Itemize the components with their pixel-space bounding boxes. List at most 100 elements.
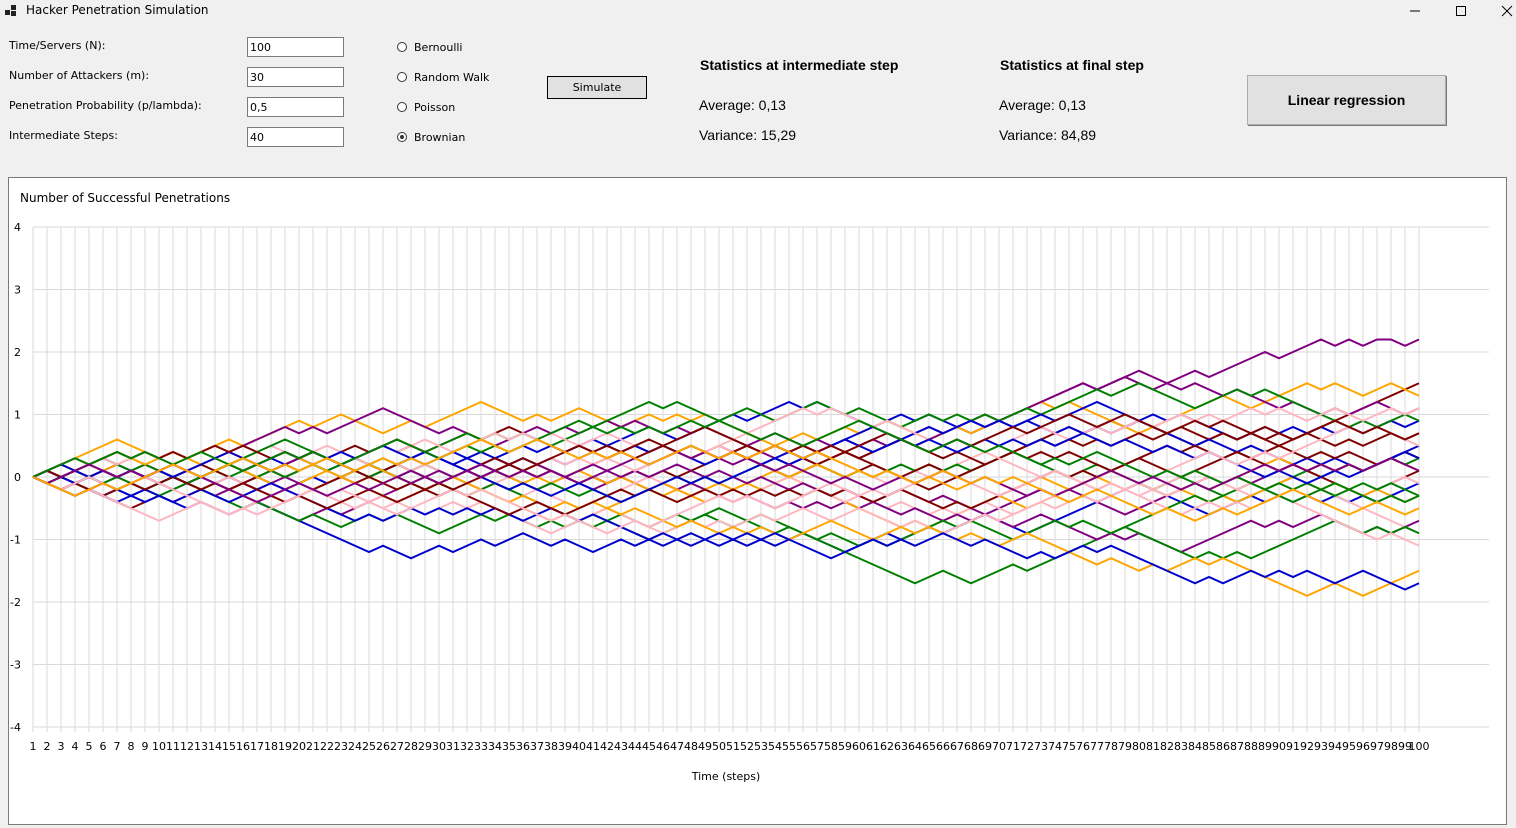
x-tick-label: 69 bbox=[978, 740, 992, 753]
x-tick-label: 39 bbox=[558, 740, 572, 753]
x-tick-label: 35 bbox=[502, 740, 516, 753]
x-tick-label: 28 bbox=[404, 740, 418, 753]
x-tick-label: 91 bbox=[1286, 740, 1300, 753]
x-tick-label: 12 bbox=[180, 740, 194, 753]
title-bar: Hacker Penetration Simulation bbox=[0, 0, 1516, 22]
x-tick-label: 66 bbox=[936, 740, 950, 753]
x-tick-label: 77 bbox=[1090, 740, 1104, 753]
series-line-4 bbox=[32, 382, 1420, 485]
x-tick-label: 50 bbox=[712, 740, 726, 753]
x-tick-label: 16 bbox=[236, 740, 250, 753]
window-title: Hacker Penetration Simulation bbox=[26, 3, 209, 17]
x-tick-label: 44 bbox=[628, 740, 642, 753]
final-variance: Variance: 84,89 bbox=[999, 127, 1097, 143]
x-tick-label: 32 bbox=[460, 740, 474, 753]
x-tick-label: 31 bbox=[446, 740, 460, 753]
x-tick-label: 21 bbox=[306, 740, 320, 753]
x-tick-label: 25 bbox=[362, 740, 376, 753]
series-line-22 bbox=[32, 450, 1420, 597]
series-line-28 bbox=[32, 419, 1420, 504]
x-tick-label: 43 bbox=[614, 740, 628, 753]
radio-checked-icon bbox=[397, 132, 407, 142]
x-tick-label: 37 bbox=[530, 740, 544, 753]
x-tick-label: 92 bbox=[1300, 740, 1314, 753]
x-tick-label: 1 bbox=[30, 740, 37, 753]
x-tick-label: 53 bbox=[754, 740, 768, 753]
x-tick-label: 67 bbox=[950, 740, 964, 753]
x-tick-label: 80 bbox=[1132, 740, 1146, 753]
radio-poisson-label: Poisson bbox=[414, 101, 456, 114]
series-line-26 bbox=[32, 425, 1420, 535]
close-button[interactable] bbox=[1484, 0, 1516, 22]
minimize-button[interactable] bbox=[1392, 0, 1438, 22]
x-tick-label: 17 bbox=[250, 740, 264, 753]
series-line-27 bbox=[32, 413, 1420, 491]
penetration-chart: Number of Successful Penetrations43210-1… bbox=[10, 191, 1489, 783]
x-tick-label: 93 bbox=[1314, 740, 1328, 753]
intermediate-stats-title: Statistics at intermediate step bbox=[700, 57, 899, 73]
x-tick-label: 14 bbox=[208, 740, 222, 753]
intermediate-steps-label: Intermediate Steps: bbox=[9, 129, 118, 142]
x-tick-label: 18 bbox=[264, 740, 278, 753]
x-tick-label: 36 bbox=[516, 740, 530, 753]
x-tick-label: 94 bbox=[1328, 740, 1342, 753]
x-tick-label: 71 bbox=[1006, 740, 1020, 753]
simulate-button[interactable]: Simulate bbox=[547, 76, 647, 99]
x-tick-label: 48 bbox=[684, 740, 698, 753]
x-tick-label: 11 bbox=[166, 740, 180, 753]
time-servers-input[interactable] bbox=[247, 37, 344, 57]
x-tick-label: 40 bbox=[572, 740, 586, 753]
x-tick-label: 83 bbox=[1174, 740, 1188, 753]
probability-label: Penetration Probability (p/lambda): bbox=[9, 99, 202, 112]
radio-random-walk-label: Random Walk bbox=[414, 71, 490, 84]
close-icon bbox=[1501, 5, 1513, 17]
x-axis-label: Time (steps) bbox=[691, 770, 761, 783]
radio-circle-icon bbox=[397, 102, 407, 112]
x-tick-label: 5 bbox=[86, 740, 93, 753]
x-tick-label: 100 bbox=[1409, 740, 1430, 753]
x-tick-label: 64 bbox=[908, 740, 922, 753]
x-tick-label: 82 bbox=[1160, 740, 1174, 753]
y-tick-label: 4 bbox=[14, 221, 21, 234]
x-tick-label: 81 bbox=[1146, 740, 1160, 753]
x-tick-label: 47 bbox=[670, 740, 684, 753]
x-tick-label: 79 bbox=[1118, 740, 1132, 753]
series-line-17 bbox=[32, 475, 1420, 585]
x-tick-label: 42 bbox=[600, 740, 614, 753]
x-tick-label: 24 bbox=[348, 740, 362, 753]
x-tick-label: 65 bbox=[922, 740, 936, 753]
x-tick-label: 73 bbox=[1034, 740, 1048, 753]
x-tick-label: 27 bbox=[390, 740, 404, 753]
x-tick-label: 84 bbox=[1188, 740, 1202, 753]
x-tick-label: 2 bbox=[44, 740, 51, 753]
maximize-button[interactable] bbox=[1438, 0, 1484, 22]
linear-regression-button[interactable]: Linear regression bbox=[1247, 75, 1446, 125]
probability-input[interactable] bbox=[247, 97, 344, 117]
y-tick-label: 2 bbox=[14, 346, 21, 359]
x-tick-label: 41 bbox=[586, 740, 600, 753]
final-average: Average: 0,13 bbox=[999, 97, 1086, 113]
intermediate-variance: Variance: 15,29 bbox=[699, 127, 797, 143]
y-tick-label: -1 bbox=[10, 534, 21, 547]
x-tick-label: 4 bbox=[72, 740, 79, 753]
x-tick-label: 55 bbox=[782, 740, 796, 753]
intermediate-average: Average: 0,13 bbox=[699, 97, 786, 113]
radio-brownian-label: Brownian bbox=[414, 131, 466, 144]
x-tick-label: 54 bbox=[768, 740, 782, 753]
x-tick-label: 60 bbox=[852, 740, 866, 753]
x-tick-label: 75 bbox=[1062, 740, 1076, 753]
intermediate-steps-input[interactable] bbox=[247, 127, 344, 147]
x-tick-label: 52 bbox=[740, 740, 754, 753]
x-tick-label: 58 bbox=[824, 740, 838, 753]
x-tick-label: 96 bbox=[1356, 740, 1370, 753]
x-tick-label: 10 bbox=[152, 740, 166, 753]
x-tick-label: 33 bbox=[474, 740, 488, 753]
x-tick-label: 7 bbox=[114, 740, 121, 753]
attackers-input[interactable] bbox=[247, 67, 344, 87]
y-tick-label: 3 bbox=[14, 284, 21, 297]
x-tick-label: 51 bbox=[726, 740, 740, 753]
x-tick-label: 46 bbox=[656, 740, 670, 753]
radio-bernoulli-label: Bernoulli bbox=[414, 41, 463, 54]
x-tick-label: 34 bbox=[488, 740, 502, 753]
x-tick-label: 85 bbox=[1202, 740, 1216, 753]
